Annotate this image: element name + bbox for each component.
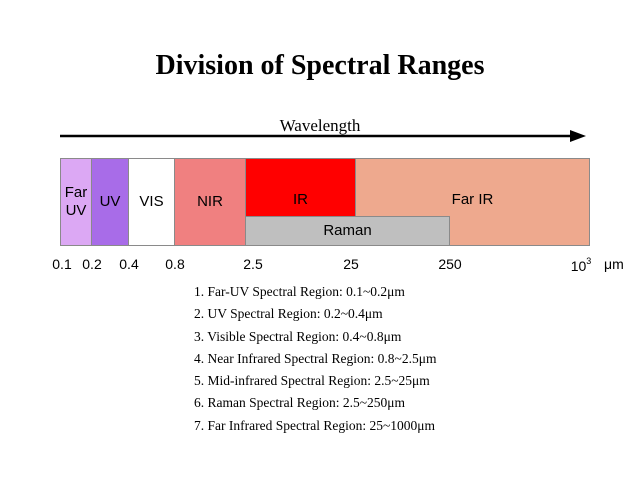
band-vis-label: VIS — [139, 193, 164, 210]
tick-10-cubed: 103 — [571, 256, 592, 274]
band-far-uv: Far UV — [60, 158, 92, 246]
tick-10-exponent: 3 — [586, 256, 592, 266]
list-item: 1. Far-UV Spectral Region: 0.1~0.2μm — [194, 284, 405, 299]
tick-0-4: 0.4 — [119, 256, 139, 272]
band-nir-label: NIR — [197, 193, 223, 210]
band-far-uv-label: Far UV — [64, 184, 88, 219]
band-ir: IR — [245, 158, 356, 217]
tick-2-5: 2.5 — [243, 256, 263, 272]
tick-10-base: 10 — [570, 258, 587, 274]
band-uv: UV — [91, 158, 129, 246]
tick-0-1: 0.1 — [52, 256, 72, 272]
list-item: 2. UV Spectral Region: 0.2~0.4μm — [194, 306, 383, 322]
region-list: 1. Far-UV Spectral Region: 0.1~0.2μm 2. … — [194, 281, 436, 437]
tick-0-2: 0.2 — [82, 256, 102, 272]
band-raman-label: Raman — [323, 222, 372, 239]
band-vis: VIS — [128, 158, 175, 246]
band-far-ir-label: Far IR — [451, 191, 494, 208]
wavelength-axis-label: Wavelength — [279, 116, 361, 135]
unit-label: μm — [604, 256, 624, 272]
list-item: 5. Mid-infrared Spectral Region: 2.5~25μ… — [194, 373, 430, 389]
diagram-title: Division of Spectral Ranges — [155, 50, 485, 81]
tick-0-8: 0.8 — [165, 256, 185, 272]
tick-250: 250 — [438, 256, 462, 272]
tick-25: 25 — [343, 256, 359, 272]
list-item: 7. Far Infrared Spectral Region: 25~1000… — [194, 417, 435, 433]
band-raman: Raman — [245, 216, 450, 246]
list-item: 4. Near Infrared Spectral Region: 0.8~2.… — [194, 350, 437, 366]
wavelength-arrow — [60, 130, 586, 142]
list-item: 6. Raman Spectral Region: 2.5~250μm — [194, 395, 406, 411]
list-item: 3. Visible Spectral Region: 0.4~0.8μm — [194, 328, 402, 344]
band-uv-label: UV — [99, 193, 121, 210]
band-nir: NIR — [174, 158, 246, 246]
band-ir-label: IR — [293, 191, 308, 208]
